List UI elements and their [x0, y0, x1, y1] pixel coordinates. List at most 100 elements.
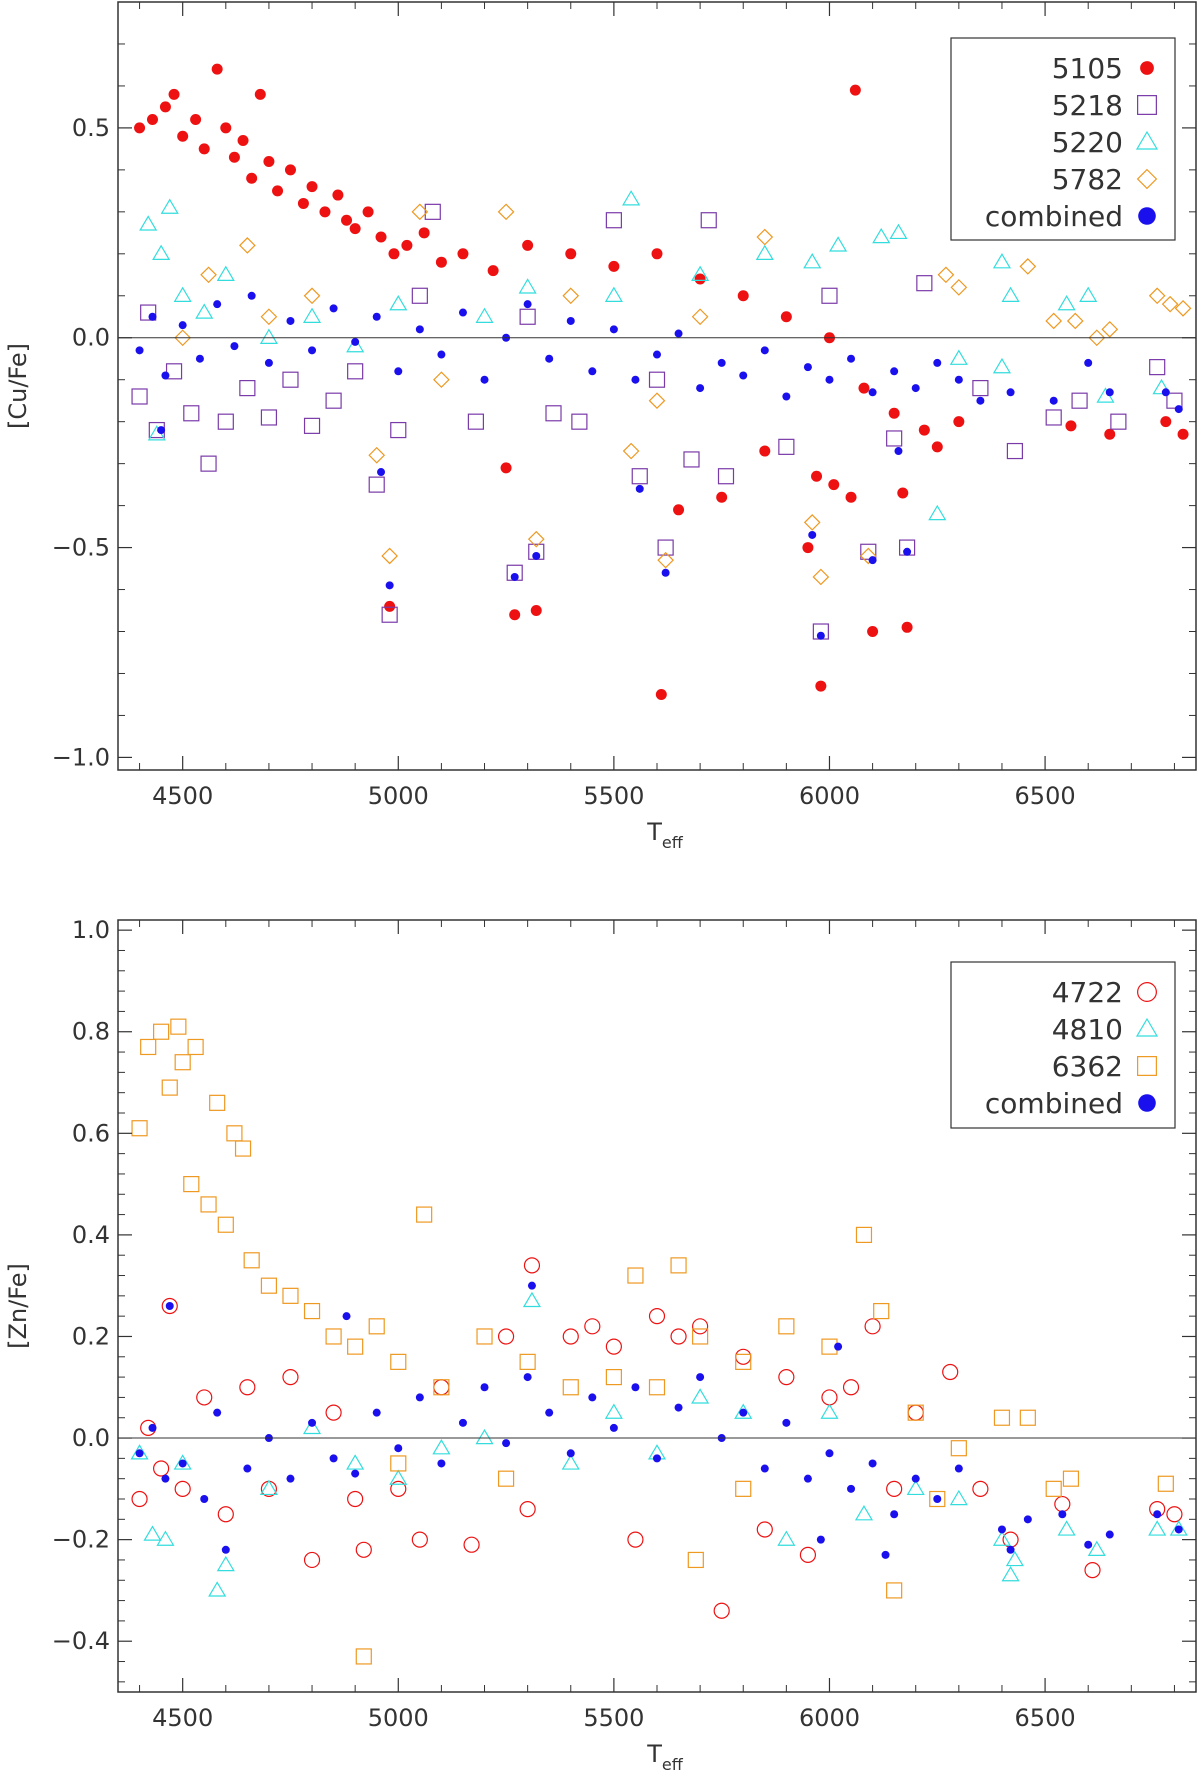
- cu-fe-point-combined: [674, 329, 683, 338]
- cu-fe-point-5218: [467, 413, 484, 430]
- cu-fe-point-combined: [588, 367, 597, 376]
- cu-fe-point-5105: [1104, 428, 1116, 440]
- zn-fe-point-combined: [696, 1373, 705, 1382]
- cu-fe-point-5218: [1006, 442, 1023, 460]
- zn-fe-point-4810: [475, 1428, 494, 1445]
- zn-fe-point-combined: [527, 1281, 536, 1290]
- cu-fe-point-5218: [303, 417, 321, 434]
- zn-fe-x-tick-label: 6000: [799, 1704, 860, 1732]
- cu-fe-legend-label: 5218: [1052, 89, 1123, 122]
- zn-fe-point-6362: [303, 1302, 321, 1320]
- zn-fe-point-4722: [174, 1480, 191, 1497]
- zn-fe-legend-label: 4722: [1052, 976, 1123, 1009]
- cu-fe-point-5105: [487, 265, 499, 277]
- zn-fe-point-6362: [161, 1079, 178, 1096]
- zn-fe-point-combined: [911, 1474, 920, 1483]
- cu-fe-point-combined: [264, 358, 273, 367]
- cu-fe-point-5105: [146, 114, 158, 126]
- zn-fe-point-4722: [1084, 1562, 1101, 1579]
- cu-fe-point-5220: [173, 286, 192, 302]
- cu-fe-point-combined: [661, 568, 670, 577]
- cu-fe-point-combined: [157, 426, 166, 435]
- cu-fe-point-5220: [992, 357, 1012, 374]
- cu-fe-point-5782: [1101, 320, 1119, 338]
- cu-fe-point-5105: [384, 600, 396, 612]
- cu-fe-point-5220: [152, 244, 171, 261]
- zn-fe-point-4810: [949, 1489, 968, 1506]
- zn-fe-point-combined: [803, 1474, 812, 1483]
- cu-fe-point-combined: [954, 375, 963, 384]
- cu-fe-legend-label: 5220: [1052, 126, 1123, 159]
- cu-fe-point-5782: [1148, 287, 1166, 305]
- zn-fe-point-combined: [816, 1535, 825, 1544]
- cu-fe-point-combined: [308, 346, 317, 355]
- zn-fe-point-6362: [735, 1353, 752, 1370]
- zn-fe-point-6362: [260, 1277, 278, 1294]
- cu-fe-point-5218: [165, 363, 183, 380]
- zn-fe-point-6362: [993, 1409, 1011, 1426]
- cu-fe-point-combined: [510, 572, 519, 581]
- zn-fe-point-6362: [226, 1125, 243, 1142]
- cu-fe-point-5105: [220, 122, 232, 134]
- cu-fe-point-5218: [657, 539, 674, 556]
- zn-fe-point-4810: [1148, 1520, 1167, 1536]
- cu-fe-point-5218: [183, 405, 200, 422]
- cu-fe-point-combined: [213, 300, 222, 309]
- cu-fe-point-combined: [329, 304, 338, 313]
- cu-fe-point-5105: [716, 491, 728, 503]
- cu-fe-point-combined: [247, 291, 256, 300]
- zn-fe-point-4722: [799, 1546, 817, 1563]
- cu-fe-legend-marker-5218: [1137, 95, 1157, 115]
- zn-fe-point-combined: [1174, 1525, 1183, 1534]
- zn-fe-point-6362: [153, 1023, 170, 1040]
- cu-fe-point-5218: [916, 275, 933, 292]
- cu-fe-point-5105: [815, 680, 827, 692]
- zn-fe-point-4810: [777, 1530, 796, 1546]
- zn-fe-point-6362: [855, 1226, 873, 1243]
- zn-fe-point-4810: [432, 1439, 451, 1455]
- cu-fe-point-combined: [351, 337, 360, 346]
- zn-fe-point-6362: [217, 1216, 234, 1233]
- zn-fe-point-combined: [286, 1474, 295, 1483]
- cu-fe-point-5218: [631, 468, 648, 485]
- cu-fe-y-tick-label: −1.0: [52, 743, 110, 771]
- cu-fe-point-5105: [811, 470, 823, 482]
- cu-fe-point-5218: [381, 606, 398, 623]
- zn-fe-point-combined: [847, 1484, 856, 1493]
- cu-fe-point-combined: [739, 371, 748, 380]
- zn-fe-point-6362: [519, 1353, 536, 1370]
- zn-fe-point-4810: [346, 1454, 365, 1470]
- cu-fe-point-combined: [976, 396, 985, 405]
- cu-fe-point-5782: [691, 308, 709, 326]
- zn-fe-point-6362: [1157, 1475, 1174, 1492]
- zn-fe-x-axis-label: Teff: [646, 1740, 684, 1774]
- zn-fe-legend-label: 4810: [1052, 1013, 1123, 1046]
- zn-fe-point-4810: [302, 1418, 322, 1435]
- cu-fe-x-axis-label-main: T: [646, 818, 662, 846]
- cu-fe-point-5105: [509, 609, 521, 621]
- cu-fe-point-5105: [828, 479, 840, 491]
- zn-fe-point-4722: [864, 1318, 881, 1335]
- cu-fe-point-5218: [260, 409, 278, 426]
- zn-fe-point-6362: [692, 1328, 709, 1345]
- zn-fe-point-4722: [584, 1318, 601, 1335]
- cu-fe-point-5218: [571, 413, 588, 430]
- cu-fe-x-tick-label: 4500: [152, 782, 213, 810]
- cu-fe-point-5220: [389, 294, 408, 311]
- zn-fe-point-combined: [653, 1454, 661, 1463]
- cu-fe-point-combined: [868, 556, 877, 565]
- zn-fe-point-6362: [282, 1287, 299, 1304]
- zn-fe-point-4810: [854, 1505, 874, 1521]
- zn-fe-point-6362: [368, 1318, 385, 1335]
- cu-fe-point-5105: [254, 88, 266, 100]
- zn-fe-point-4722: [347, 1490, 364, 1508]
- zn-fe-point-6362: [131, 1120, 148, 1137]
- cu-fe-point-5105: [1177, 428, 1189, 440]
- zn-fe-point-combined: [868, 1459, 877, 1468]
- zn-fe-point-4722: [519, 1501, 536, 1518]
- cu-fe-point-5105: [651, 248, 663, 260]
- cu-fe-point-combined: [868, 388, 877, 397]
- zn-fe-point-combined: [760, 1464, 769, 1473]
- zn-fe-point-4810: [1057, 1520, 1076, 1536]
- cu-fe-point-5218: [217, 413, 234, 430]
